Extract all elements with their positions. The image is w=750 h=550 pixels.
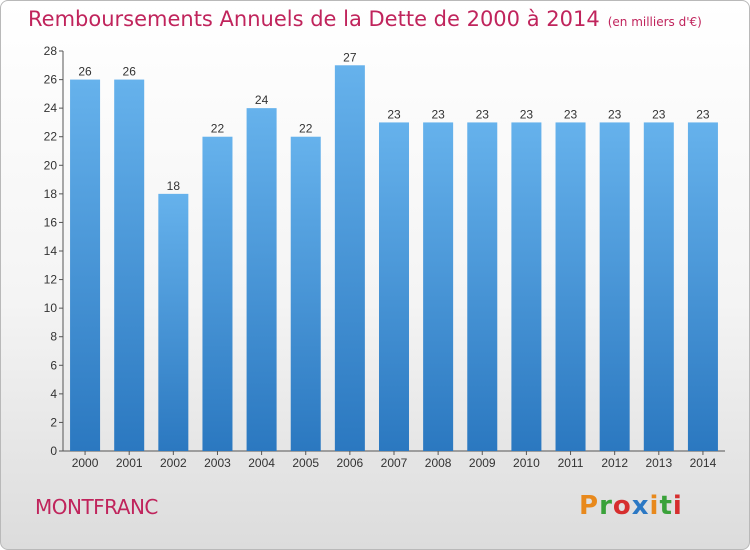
bar-value-label: 23 — [608, 107, 622, 121]
x-tick-label: 2010 — [513, 456, 540, 470]
bar — [158, 193, 189, 451]
logo-letter: x — [631, 491, 650, 521]
bar — [290, 136, 321, 451]
x-tick-label: 2006 — [337, 456, 364, 470]
bar — [467, 122, 498, 451]
y-tick-label: 20 — [44, 158, 58, 172]
logo-letter: r — [599, 491, 613, 521]
bar-value-label: 27 — [343, 50, 357, 64]
bar — [202, 136, 233, 451]
chart-unit: (en milliers d'€) — [607, 15, 702, 29]
x-tick-label: 2003 — [204, 456, 231, 470]
y-tick-label: 18 — [44, 187, 58, 201]
bar-value-label: 23 — [564, 107, 578, 121]
x-tick-label: 2007 — [381, 456, 408, 470]
y-tick-label: 10 — [44, 301, 58, 315]
bar — [334, 65, 365, 452]
y-tick-label: 8 — [50, 330, 57, 344]
bar-value-label: 23 — [431, 107, 445, 121]
x-tick-label: 2001 — [116, 456, 143, 470]
bar — [378, 122, 410, 451]
y-tick-label: 6 — [50, 358, 57, 372]
bar — [423, 122, 454, 451]
x-tick-label: 2013 — [645, 456, 672, 470]
bar-value-label: 23 — [520, 107, 534, 121]
y-tick-label: 22 — [44, 130, 58, 144]
bar — [70, 79, 101, 452]
bar-value-label: 23 — [387, 107, 401, 121]
bar-value-label: 26 — [78, 65, 92, 79]
y-tick-label: 14 — [44, 244, 58, 258]
y-tick-label: 28 — [44, 44, 58, 58]
x-tick-label: 2009 — [469, 456, 496, 470]
bar-value-label: 24 — [255, 93, 269, 107]
x-tick-label: 2008 — [425, 456, 452, 470]
bar — [114, 79, 145, 452]
logo-letter: i — [672, 491, 683, 521]
bar — [511, 122, 542, 451]
y-tick-label: 12 — [44, 273, 58, 287]
x-tick-label: 2014 — [690, 456, 717, 470]
bar-value-label: 22 — [299, 122, 313, 136]
bar-value-label: 22 — [211, 122, 225, 136]
proxiti-logo: Proxiti — [579, 491, 683, 521]
x-tick-label: 2000 — [72, 456, 99, 470]
y-tick-label: 2 — [50, 415, 57, 429]
x-tick-label: 2011 — [558, 456, 584, 470]
y-tick-label: 4 — [50, 387, 57, 401]
bar-value-label: 23 — [696, 107, 710, 121]
logo-letter: i — [649, 491, 660, 521]
bar — [687, 122, 718, 451]
bar — [555, 122, 586, 451]
logo-letter: t — [659, 491, 673, 521]
y-tick-label: 24 — [44, 101, 58, 115]
x-tick-label: 2004 — [248, 456, 275, 470]
logo-letter: P — [579, 491, 600, 521]
bar — [246, 108, 277, 452]
y-tick-label: 26 — [44, 73, 58, 87]
bar-value-label: 18 — [167, 179, 181, 193]
bar — [599, 122, 630, 451]
y-tick-label: 0 — [50, 444, 57, 458]
x-tick-label: 2002 — [160, 456, 187, 470]
bar — [643, 122, 674, 451]
x-tick-label: 2012 — [601, 456, 628, 470]
bar-value-label: 26 — [123, 65, 137, 79]
bar-value-label: 23 — [652, 107, 666, 121]
chart-title: Remboursements Annuels de la Dette de 20… — [28, 7, 702, 31]
y-tick-label: 16 — [44, 215, 58, 229]
x-tick-label: 2005 — [292, 456, 319, 470]
bar-value-label: 23 — [476, 107, 490, 121]
commune-name: MONTFRANC — [35, 495, 158, 519]
logo-letter: o — [612, 491, 632, 521]
